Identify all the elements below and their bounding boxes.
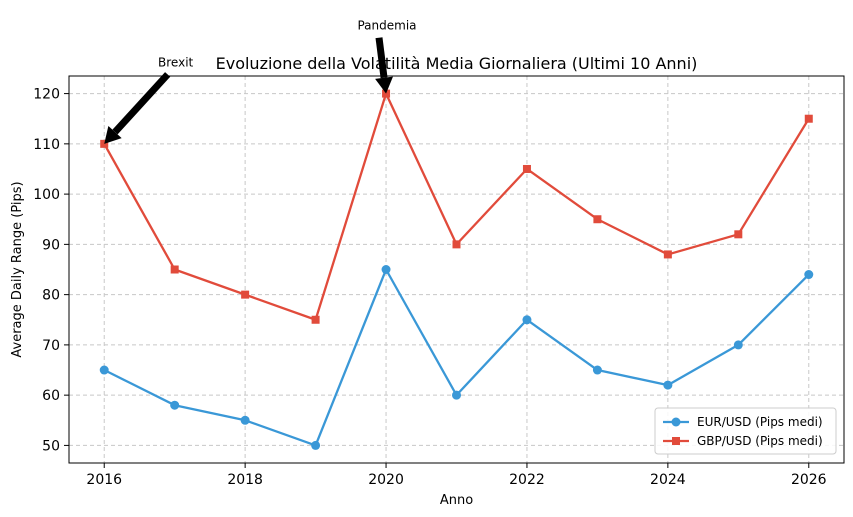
x-axis-label: Anno (440, 493, 473, 508)
x-tick-label: 2022 (509, 472, 545, 488)
data-point (734, 230, 743, 239)
legend-marker (671, 417, 681, 427)
data-point (170, 265, 179, 274)
x-tick-label: 2020 (368, 472, 404, 488)
x-tick-label: 2018 (227, 472, 263, 488)
data-point (593, 215, 602, 224)
data-point (804, 114, 813, 123)
series-line (103, 92, 810, 321)
x-tick-label: 2016 (86, 472, 122, 488)
y-tick-label: 70 (42, 338, 60, 354)
y-axis-label: Average Daily Range (Pips) (10, 181, 25, 357)
legend-marker (672, 437, 680, 445)
data-point (663, 380, 673, 390)
x-tick-label: 2026 (791, 472, 827, 488)
data-point (522, 315, 532, 325)
plot-frame (68, 75, 845, 464)
data-point (241, 290, 250, 299)
x-tick-label: 2024 (650, 472, 686, 488)
y-tick-label: 110 (33, 137, 60, 153)
legend-box (654, 407, 837, 455)
annotation-label: Brexit (158, 55, 194, 69)
data-point (170, 400, 180, 410)
axes: 2016 2018 2020 2022 2024 2026 50 60 70 80 90 100 110… (33, 75, 845, 488)
data-point (311, 440, 321, 450)
legend: EUR/USD (Pips medi) GBP/USD (Pips medi) (654, 407, 837, 455)
y-tick-label: 80 (42, 288, 60, 304)
y-tick-label: 90 (42, 237, 60, 253)
annotations: Brexit Pandemia (104, 19, 417, 144)
annotation-label: Pandemia (357, 19, 416, 33)
annotation-arrow-shaft (375, 37, 388, 79)
data-point (804, 270, 814, 280)
data-point (733, 340, 743, 350)
data-point (240, 415, 250, 425)
series-2 (100, 89, 813, 324)
annotation-arrow-head (375, 76, 393, 94)
data-point (663, 250, 672, 259)
data-point (452, 240, 461, 249)
y-tick-label: 50 (42, 438, 60, 454)
y-tick-label: 60 (42, 388, 60, 404)
data-point (522, 164, 531, 173)
legend-label: GBP/USD (Pips medi) (697, 434, 823, 448)
data-point (311, 315, 320, 324)
data-point (452, 390, 461, 400)
legend-label: EUR/USD (Pips medi) (697, 415, 823, 429)
series-1 (99, 265, 814, 450)
y-tick-label: 120 (33, 87, 60, 103)
data-point (592, 365, 602, 375)
grid (69, 76, 844, 463)
data-point (99, 365, 109, 375)
annotation-arrow-shaft (112, 72, 171, 135)
annotation-arrow-head (104, 125, 122, 144)
y-tick-label: 100 (33, 187, 60, 203)
data-point (381, 265, 391, 274)
chart-title: Evoluzione della Volatilità Media Giorna… (216, 54, 698, 73)
